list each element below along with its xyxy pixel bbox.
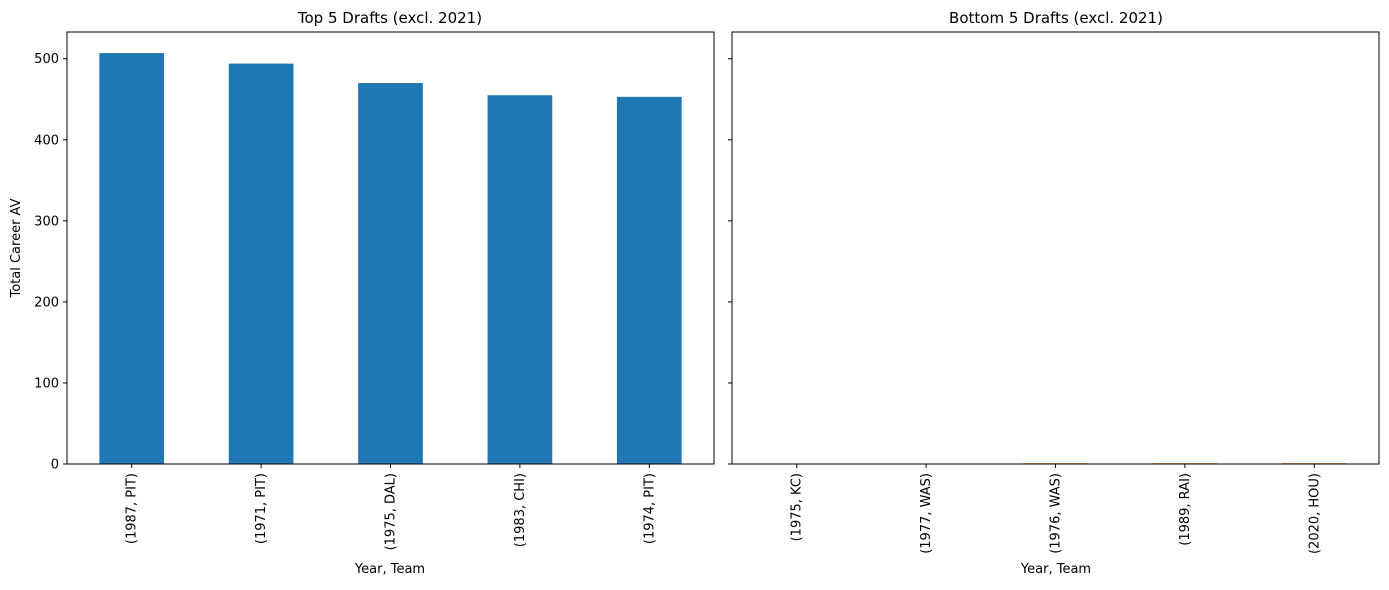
bar bbox=[616, 96, 682, 465]
x-axis-label: Year, Team bbox=[1020, 562, 1091, 577]
chart-title: Top 5 Drafts (excl. 2021) bbox=[297, 9, 482, 27]
subplot-top-drafts: Top 5 Drafts (excl. 2021) (1987, PIT) (19… bbox=[9, 9, 715, 577]
bars bbox=[99, 53, 682, 465]
axes-frame bbox=[66, 31, 715, 465]
x-tick-label: (1975, KC) bbox=[790, 473, 805, 541]
x-tick-label: (2020, HOU) bbox=[1307, 473, 1322, 554]
y-tick-label: 300 bbox=[34, 214, 59, 229]
axes-frame bbox=[731, 31, 1380, 465]
bar bbox=[358, 83, 423, 464]
x-tick-label: (1983, CHI) bbox=[513, 473, 528, 547]
x-tick-label: (1975, DAL) bbox=[384, 473, 399, 550]
y-tick-label: 400 bbox=[34, 133, 59, 148]
chart-title: Bottom 5 Drafts (excl. 2021) bbox=[949, 9, 1163, 27]
x-ticks: (1987, PIT) (1971, PIT) (1975, DAL) (1983, … bbox=[125, 464, 657, 550]
y-tick-label: 100 bbox=[34, 376, 59, 391]
bar bbox=[228, 63, 294, 465]
subplot-bottom-drafts: Bottom 5 Drafts (excl. 2021) (1975, KC)(… bbox=[728, 9, 1380, 577]
bar bbox=[487, 95, 553, 464]
x-tick-label: (1989, RAI) bbox=[1178, 473, 1193, 546]
y-tick-label: 0 bbox=[51, 458, 59, 473]
y-ticks: 0 100 200 300 400 500 bbox=[34, 52, 67, 473]
y-tick-label: 500 bbox=[34, 52, 59, 67]
x-tick-label: (1977, WAS) bbox=[919, 473, 934, 554]
y-ticks bbox=[728, 58, 732, 465]
bar bbox=[99, 53, 165, 464]
x-ticks: (1975, KC) (1977, WAS) (1976, WAS) (1989, R… bbox=[790, 464, 1322, 554]
x-tick-label: (1976, WAS) bbox=[1049, 473, 1064, 554]
y-tick-label: 200 bbox=[34, 295, 59, 310]
y-axis-label: Total Career AV bbox=[9, 198, 24, 298]
x-tick-label: (1987, PIT) bbox=[125, 473, 140, 544]
x-tick-label: (1974, PIT) bbox=[642, 473, 657, 544]
x-axis-label: Year, Team bbox=[354, 562, 425, 577]
x-tick-label: (1971, PIT) bbox=[254, 473, 269, 544]
